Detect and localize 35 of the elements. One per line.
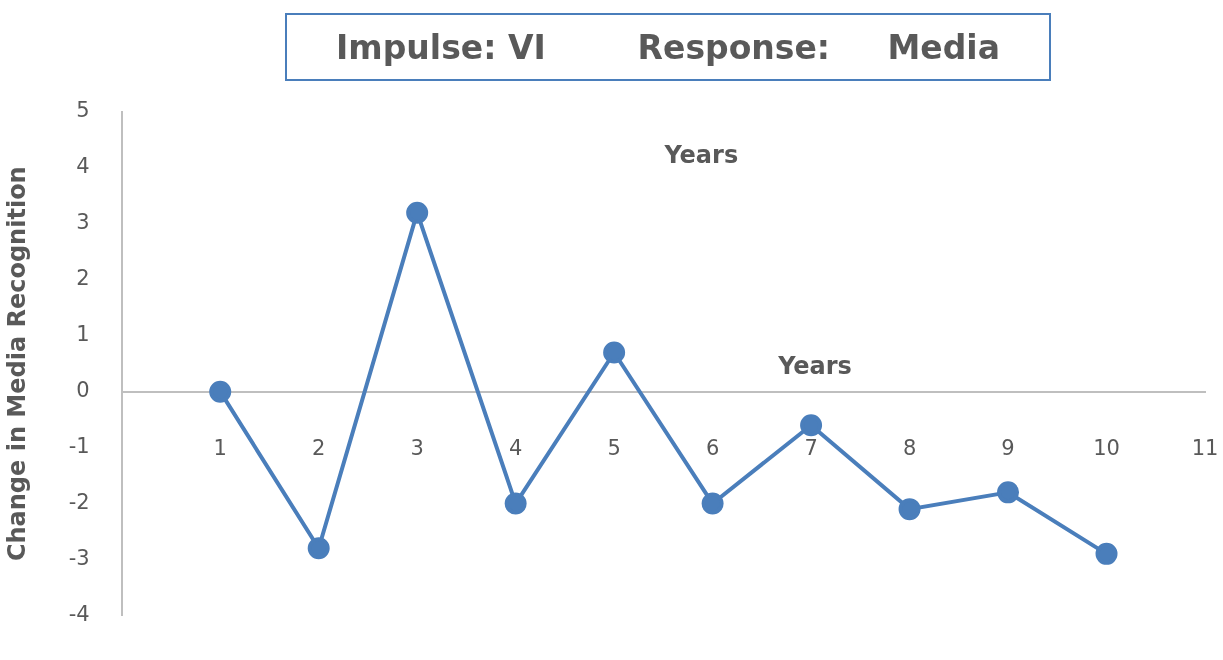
point: [307, 537, 330, 560]
y-tick-label: 2: [76, 266, 90, 291]
point: [701, 492, 724, 515]
x-tick-label: 7: [804, 436, 818, 461]
y-tick-label: 4: [76, 154, 90, 179]
y-tick-label: 0: [76, 378, 90, 403]
x-tick-label: 6: [705, 436, 720, 461]
y-tick-label: -4: [68, 601, 90, 626]
point: [997, 481, 1020, 504]
y-tick-label: 3: [76, 210, 90, 235]
y-tick-label: 5: [76, 98, 90, 123]
point: [1095, 542, 1118, 565]
point: [898, 498, 921, 521]
x-tick-label: 2: [312, 436, 326, 461]
point: [504, 492, 527, 515]
x-tick-label: 8: [902, 436, 917, 461]
y-tick-label: -2: [68, 489, 90, 514]
x-tick-label: 5: [607, 436, 621, 461]
y-tick-label: -1: [68, 434, 90, 459]
point: [406, 201, 429, 224]
y-axis-title: Change in Media Recognition: [2, 166, 31, 562]
x-axis-title: Years: [777, 352, 852, 381]
point: [209, 380, 232, 403]
x-tick-label: 3: [410, 436, 424, 461]
point: [603, 341, 626, 364]
x-tick-label: 11: [1191, 436, 1219, 461]
x-tick-label: 10: [1093, 436, 1120, 461]
x-tick-label: 9: [1001, 436, 1015, 461]
x-tick-label: 1: [213, 436, 227, 461]
x-tick-label: 4: [508, 436, 523, 461]
y-tick-label: 1: [76, 322, 90, 347]
point: [800, 414, 823, 437]
chart-title: Impulse: VI Response: Media: [285, 13, 1051, 81]
annotation: Years: [663, 141, 739, 170]
y-tick-label: -3: [68, 545, 90, 570]
